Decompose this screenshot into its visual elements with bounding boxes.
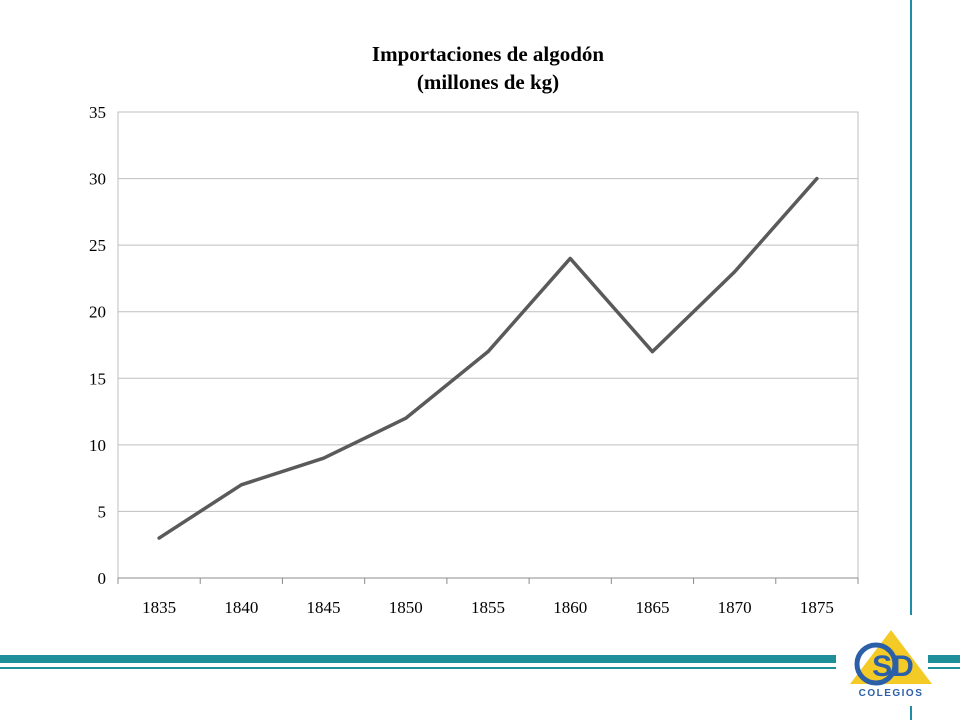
plot-area-border	[117, 111, 859, 579]
x-tick-label: 1865	[635, 598, 669, 617]
y-tick-label: 20	[89, 303, 106, 322]
x-tick-label: 1835	[142, 598, 176, 617]
footer-band-right-thin	[928, 667, 960, 669]
y-tick-label: 25	[89, 236, 106, 255]
logo-text: COLEGIOS	[859, 688, 924, 699]
csd-colegios-logo: SD COLEGIOS	[850, 630, 932, 699]
data-point	[733, 270, 737, 274]
footer-band-thick	[0, 655, 836, 663]
logo-mark: SD	[872, 650, 914, 683]
footer-band-right-thick	[928, 655, 960, 663]
chart-title-block: Importaciones de algodón (millones de kg…	[118, 40, 858, 96]
x-tick-label: 1870	[718, 598, 752, 617]
data-point	[322, 456, 326, 460]
x-tick-label: 1840	[224, 598, 258, 617]
data-point	[815, 177, 819, 181]
data-point	[568, 256, 572, 260]
x-tick-label: 1845	[307, 598, 341, 617]
x-tick-label: 1875	[800, 598, 834, 617]
x-tick-label: 1855	[471, 598, 505, 617]
chart-subtitle: (millones de kg)	[416, 70, 560, 94]
series-line	[157, 176, 819, 540]
y-tick-label: 35	[89, 103, 106, 122]
data-point	[239, 483, 243, 487]
y-tick-label: 0	[98, 569, 107, 588]
x-tick-label: 1860	[553, 598, 587, 617]
right-divider-line	[910, 0, 912, 615]
y-tick-label: 30	[89, 170, 106, 189]
right-divider-line-bottom	[910, 706, 912, 720]
x-tick-label: 1850	[389, 598, 423, 617]
data-point	[486, 350, 490, 354]
y-tick-label: 10	[89, 436, 106, 455]
data-point	[404, 416, 408, 420]
y-tick-label: 5	[98, 502, 107, 521]
y-tick-label: 15	[89, 369, 106, 388]
data-point	[650, 350, 654, 354]
logo-ring	[854, 642, 898, 686]
chart-title: Importaciones de algodón	[371, 42, 605, 66]
footer-band-thin	[0, 667, 836, 669]
data-point	[157, 536, 161, 540]
